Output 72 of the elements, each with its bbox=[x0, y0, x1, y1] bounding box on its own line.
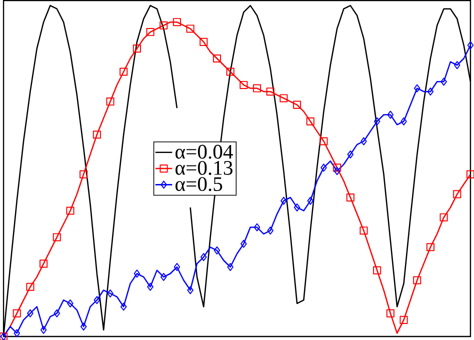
point bbox=[440, 78, 447, 86]
point bbox=[387, 110, 394, 119]
point bbox=[120, 302, 127, 311]
point bbox=[454, 61, 460, 70]
point bbox=[413, 276, 422, 284]
point bbox=[80, 322, 87, 331]
point bbox=[266, 88, 274, 96]
point bbox=[80, 170, 88, 178]
point bbox=[320, 137, 328, 146]
point bbox=[27, 309, 34, 318]
point bbox=[172, 18, 181, 26]
point bbox=[200, 38, 208, 46]
point bbox=[374, 117, 380, 126]
point bbox=[14, 329, 20, 338]
point bbox=[467, 41, 474, 50]
point bbox=[66, 206, 74, 215]
point bbox=[146, 28, 154, 36]
point bbox=[373, 266, 382, 274]
point bbox=[147, 282, 154, 291]
point bbox=[132, 44, 141, 53]
point bbox=[240, 80, 248, 89]
point bbox=[440, 213, 448, 222]
point bbox=[214, 246, 220, 254]
point bbox=[414, 84, 420, 92]
point bbox=[280, 196, 287, 205]
point bbox=[92, 130, 101, 139]
point bbox=[240, 240, 247, 248]
point bbox=[294, 203, 300, 212]
point bbox=[40, 260, 48, 268]
point bbox=[160, 272, 167, 281]
point bbox=[252, 84, 262, 92]
point bbox=[26, 282, 34, 291]
point bbox=[187, 286, 194, 294]
point bbox=[67, 299, 74, 308]
point bbox=[307, 196, 314, 205]
point bbox=[306, 117, 314, 126]
point bbox=[426, 243, 434, 252]
point bbox=[107, 289, 114, 298]
point bbox=[226, 68, 234, 76]
point bbox=[54, 309, 60, 318]
point bbox=[227, 262, 234, 272]
point bbox=[267, 226, 274, 235]
point bbox=[254, 223, 260, 232]
point bbox=[293, 100, 302, 109]
point bbox=[120, 68, 128, 76]
point bbox=[386, 309, 394, 318]
point bbox=[427, 88, 434, 96]
point bbox=[360, 137, 367, 146]
point bbox=[94, 296, 100, 304]
point bbox=[280, 94, 288, 102]
point bbox=[212, 54, 222, 63]
point bbox=[400, 117, 407, 126]
point bbox=[360, 226, 368, 235]
point bbox=[333, 164, 342, 172]
point bbox=[200, 253, 207, 262]
legend-label: α=0.13 bbox=[176, 160, 232, 175]
legend-label: α=0.5 bbox=[176, 177, 222, 192]
point bbox=[134, 270, 140, 278]
point bbox=[400, 316, 408, 324]
point bbox=[334, 166, 340, 176]
point bbox=[52, 233, 61, 242]
point bbox=[347, 150, 354, 158]
point bbox=[453, 190, 462, 198]
point bbox=[346, 193, 354, 202]
point bbox=[40, 326, 47, 334]
point bbox=[160, 21, 168, 30]
point bbox=[174, 262, 180, 272]
point bbox=[12, 309, 21, 318]
point bbox=[186, 24, 194, 33]
point bbox=[106, 97, 114, 106]
legend-label: α=0.04 bbox=[176, 144, 233, 159]
point bbox=[320, 164, 327, 172]
